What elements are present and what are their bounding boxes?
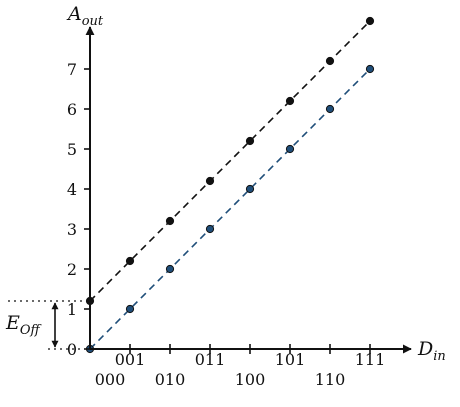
x-tick-label-001: 001 [115,350,146,369]
series-1-point-101 [285,144,295,154]
y-tick-label-6: 6 [67,100,77,119]
y-tick-label-1: 1 [67,300,77,319]
x-tick-label-010: 010 [155,370,186,389]
axes [8,26,412,354]
series-1-point-110 [325,104,335,114]
x-tick-label-111: 111 [355,350,386,369]
series-0-point-110 [325,56,335,66]
series-layer [85,16,375,354]
series-0-point-010 [165,216,175,226]
series-0-point-100 [245,136,255,146]
series-1-line [89,68,371,350]
y-tick-label-2: 2 [67,260,77,279]
series-0-point-111 [365,16,375,26]
y-tick-label-3: 3 [67,220,77,239]
series-0-point-001 [125,256,135,266]
y-axis-title: Aout [66,3,104,29]
y-tick-label-5: 5 [67,140,77,159]
x-tick-label-000: 000 [95,370,126,389]
offset-error-label: EOff [5,312,43,338]
series-0-line [89,20,371,302]
x-tick-label-101: 101 [275,350,306,369]
x-axis-title: Din [417,338,446,364]
series-1-point-001 [125,304,135,314]
series-1-point-011 [205,224,215,234]
x-tick-label-110: 110 [315,370,346,389]
x-tick-label-011: 011 [195,350,226,369]
x-tick-label-100: 100 [235,370,266,389]
y-tick-label-7: 7 [67,60,77,79]
series-0-point-011 [205,176,215,186]
series-1-point-111 [365,64,375,74]
y-tick-label-4: 4 [67,180,77,199]
y-tick-label-0: 0 [67,340,77,359]
series-0-point-101 [285,96,295,106]
series-1-point-100 [245,184,255,194]
series-1-point-010 [165,264,175,274]
